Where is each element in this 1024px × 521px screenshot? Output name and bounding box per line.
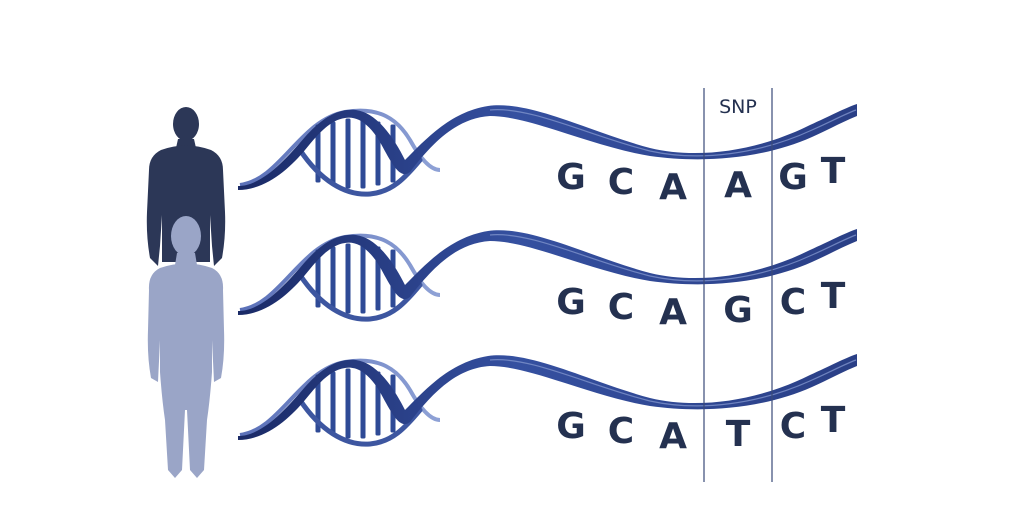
base-letter-row1-pos4: A	[724, 165, 752, 206]
helix-lower-strand	[297, 147, 423, 197]
snp-column: SNP	[703, 88, 773, 482]
base-letter-row2-pos6: T	[821, 276, 846, 317]
adult-figure-icon	[146, 107, 226, 266]
base-letter-row3-pos5: C	[780, 406, 806, 447]
base-letter-row1-pos3: A	[659, 167, 687, 208]
light-figure-icon	[147, 216, 225, 478]
helix-rung	[360, 243, 366, 314]
base-letter-row1-pos2: C	[608, 162, 634, 203]
helix-rung	[330, 371, 336, 436]
snp-label: SNP	[719, 96, 757, 118]
helix-rung	[360, 118, 366, 189]
base-letter-row3-pos1: G	[556, 406, 586, 447]
base-letter-row2-pos1: G	[556, 282, 586, 323]
helix-ribbon	[238, 354, 857, 440]
base-letter-row1-pos1: G	[556, 157, 586, 198]
helix-rung	[360, 368, 366, 439]
base-letter-row2-pos2: C	[608, 287, 634, 328]
helix-rung	[345, 368, 351, 439]
base-letter-row2-pos3: A	[659, 292, 687, 333]
helix-rung	[330, 246, 336, 311]
base-letter-row2-pos4: G	[723, 290, 753, 331]
base-letter-row3-pos4: T	[726, 414, 751, 455]
sequence-letters: G C A A G TG C A G C TG C A T C T	[556, 151, 846, 457]
base-letter-row1-pos5: G	[778, 157, 808, 198]
base-letter-row3-pos3: A	[659, 416, 687, 457]
helix-ribbon-highlight	[489, 109, 857, 157]
helix-lower-strand	[297, 397, 423, 447]
helix-ribbon	[238, 104, 857, 190]
helix-lower-strand	[297, 272, 423, 322]
base-letter-row3-pos6: T	[821, 400, 846, 441]
helix-rung	[330, 121, 336, 186]
dna-helix-3	[238, 354, 857, 447]
dna-helices	[238, 104, 857, 447]
helix-rung	[345, 243, 351, 314]
helix-ribbon-highlight	[489, 359, 857, 407]
helix-ribbon	[238, 229, 857, 315]
helix-ribbon-highlight	[489, 234, 857, 282]
base-letter-row1-pos6: T	[821, 151, 846, 192]
helix-rung	[345, 118, 351, 189]
dna-helix-2	[238, 229, 857, 322]
base-letter-row2-pos5: C	[780, 282, 806, 323]
dna-helix-1	[238, 104, 857, 197]
base-letter-row3-pos2: C	[608, 411, 634, 452]
figures-group	[146, 107, 226, 478]
